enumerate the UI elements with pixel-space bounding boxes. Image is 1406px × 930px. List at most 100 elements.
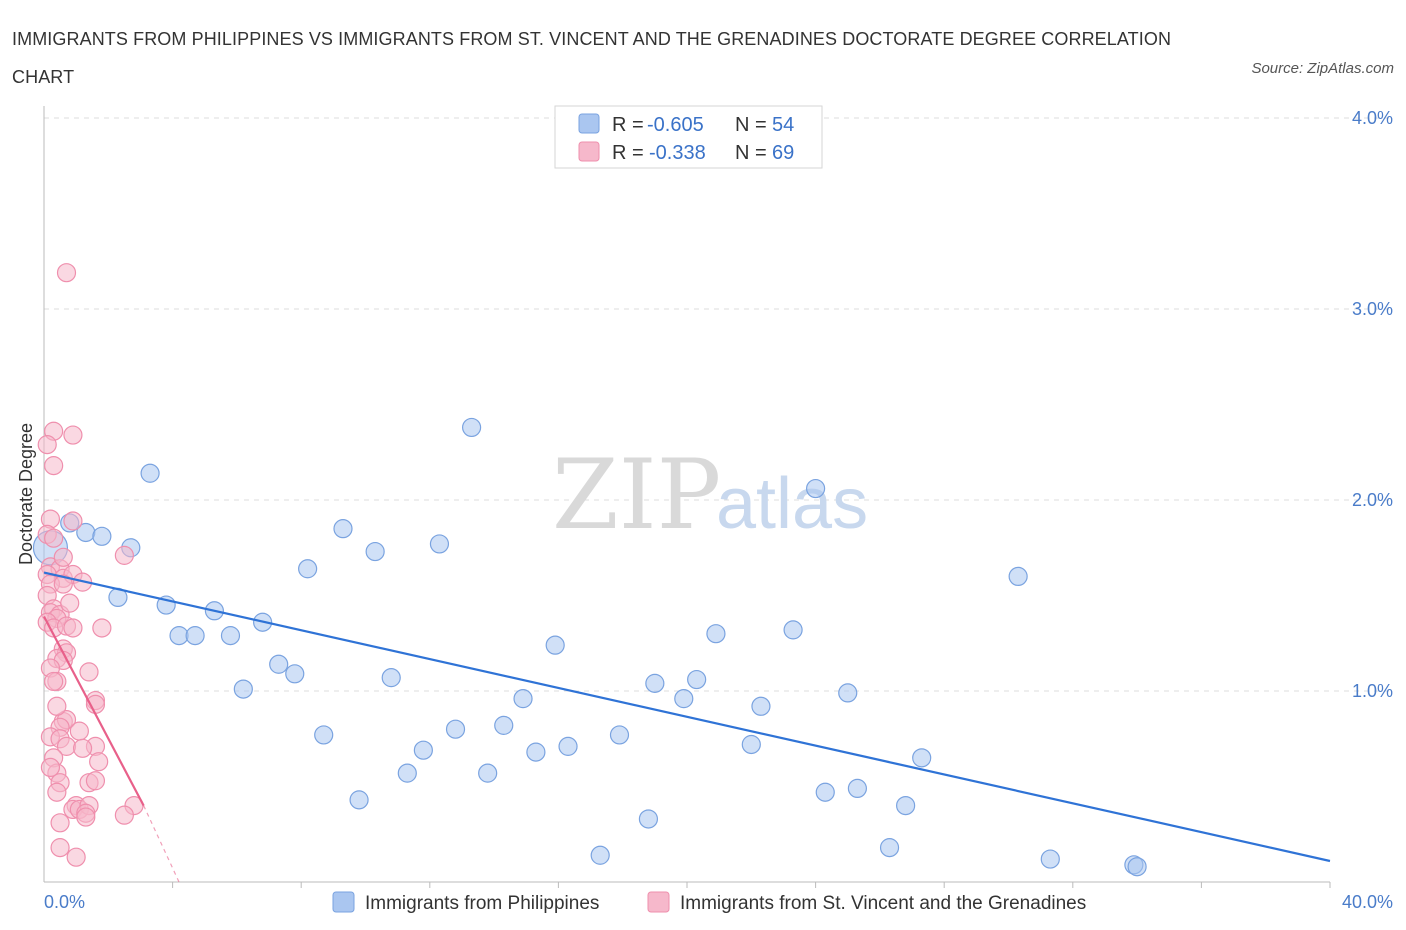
watermark-atlas: atlas: [716, 464, 868, 544]
y-tick-label: 3.0%: [1352, 299, 1393, 319]
point-st-vincent: [114, 805, 134, 825]
point-philippines: [140, 463, 160, 483]
point-st-vincent: [50, 813, 70, 833]
x-tick-label-max: 40.0%: [1342, 892, 1393, 912]
point-philippines: [397, 763, 417, 783]
point-st-vincent: [114, 545, 134, 565]
trend-line-pink: [43, 615, 145, 807]
grid-lines: [44, 117, 1393, 692]
bottom-legend: Immigrants from Philippines Immigrants f…: [332, 891, 1086, 914]
point-philippines: [1040, 849, 1060, 869]
trend-line-extension-pink: [143, 805, 180, 883]
point-philippines: [494, 715, 514, 735]
point-philippines: [513, 689, 533, 709]
point-st-vincent: [44, 671, 64, 692]
legend-n-label-pink: N =: [735, 142, 767, 164]
point-st-vincent: [47, 782, 67, 802]
point-st-vincent: [50, 838, 70, 858]
x-tick-label-min: 0.0%: [44, 892, 85, 912]
point-philippines: [413, 740, 433, 760]
point-philippines: [783, 620, 803, 640]
x-axis-ticks: [172, 882, 1331, 888]
point-philippines: [706, 624, 726, 644]
point-st-vincent: [56, 263, 77, 283]
trend-line-blue: [43, 571, 1331, 863]
point-philippines: [847, 778, 867, 799]
point-st-vincent: [44, 528, 64, 548]
point-philippines: [269, 654, 289, 674]
point-philippines: [349, 790, 369, 810]
point-philippines: [429, 534, 450, 554]
source-credit: Source: ZipAtlas.com: [1251, 60, 1394, 77]
point-philippines: [381, 668, 401, 688]
point-st-vincent: [63, 618, 83, 638]
point-philippines: [233, 679, 253, 699]
point-philippines: [645, 673, 665, 693]
y-tick-label: 4.0%: [1352, 108, 1393, 128]
point-st-vincent: [66, 847, 86, 867]
point-philippines: [896, 795, 916, 816]
point-st-vincent: [63, 511, 83, 531]
point-philippines: [1127, 857, 1147, 877]
legend-n-value-pink: 69: [772, 142, 794, 164]
point-philippines: [92, 526, 112, 546]
bottom-legend-swatch-blue: [332, 891, 355, 913]
legend-swatch-pink: [578, 141, 600, 162]
point-st-vincent: [40, 757, 61, 778]
point-philippines: [445, 719, 466, 739]
legend-n-label-blue: N =: [735, 114, 767, 136]
point-st-vincent: [92, 618, 112, 638]
legend-swatch-blue: [578, 113, 600, 134]
point-st-vincent: [37, 435, 57, 455]
point-philippines: [838, 683, 858, 703]
point-st-vincent: [44, 456, 64, 476]
point-st-vincent: [53, 574, 73, 594]
point-philippines: [674, 689, 694, 709]
y-axis-tick-labels: 1.0% 2.0% 3.0% 4.0%: [1352, 108, 1393, 701]
legend-r-value-blue: -0.605: [647, 114, 704, 136]
point-philippines: [638, 809, 659, 829]
legend-r-label-pink: R =: [612, 142, 644, 164]
trend-lines: [43, 571, 1331, 883]
point-philippines: [298, 559, 318, 579]
point-st-vincent: [60, 593, 80, 613]
point-st-vincent: [79, 662, 99, 682]
point-philippines: [220, 626, 241, 646]
point-philippines: [461, 417, 482, 438]
bottom-legend-label-pink: Immigrants from St. Vincent and the Gren…: [680, 893, 1086, 914]
point-philippines: [333, 519, 353, 539]
watermark-zip: ZIP: [552, 439, 721, 551]
y-tick-label: 1.0%: [1352, 681, 1393, 701]
point-philippines: [805, 478, 826, 499]
point-philippines: [526, 742, 546, 762]
y-axis-label: Doctorate Degree: [16, 423, 36, 565]
point-philippines: [185, 626, 205, 646]
point-philippines: [558, 736, 578, 756]
point-philippines: [687, 669, 707, 690]
point-philippines: [1008, 566, 1028, 587]
point-st-vincent: [69, 721, 89, 741]
y-tick-label: 2.0%: [1352, 490, 1393, 510]
point-st-vincent: [47, 696, 67, 716]
point-philippines: [169, 626, 189, 646]
point-st-vincent: [63, 425, 83, 445]
bottom-legend-swatch-pink: [647, 891, 670, 913]
point-philippines: [609, 725, 630, 745]
point-philippines: [285, 664, 305, 684]
chart-title: IMMIGRANTS FROM PHILIPPINES VS IMMIGRANT…: [12, 29, 1172, 87]
legend-box: R = -0.605 N = 54 R = -0.338 N = 69: [554, 105, 823, 169]
point-st-vincent: [76, 807, 96, 827]
point-philippines: [879, 838, 900, 858]
point-philippines: [314, 725, 334, 745]
point-philippines: [912, 748, 932, 768]
point-philippines: [365, 541, 385, 562]
point-philippines: [590, 845, 610, 865]
point-philippines: [751, 696, 771, 716]
point-philippines: [545, 635, 565, 655]
point-philippines: [815, 782, 835, 802]
legend-n-value-blue: 54: [772, 114, 794, 136]
legend-r-value-pink: -0.338: [649, 142, 706, 164]
legend-r-label-blue: R =: [612, 114, 644, 136]
point-st-vincent: [89, 752, 109, 772]
